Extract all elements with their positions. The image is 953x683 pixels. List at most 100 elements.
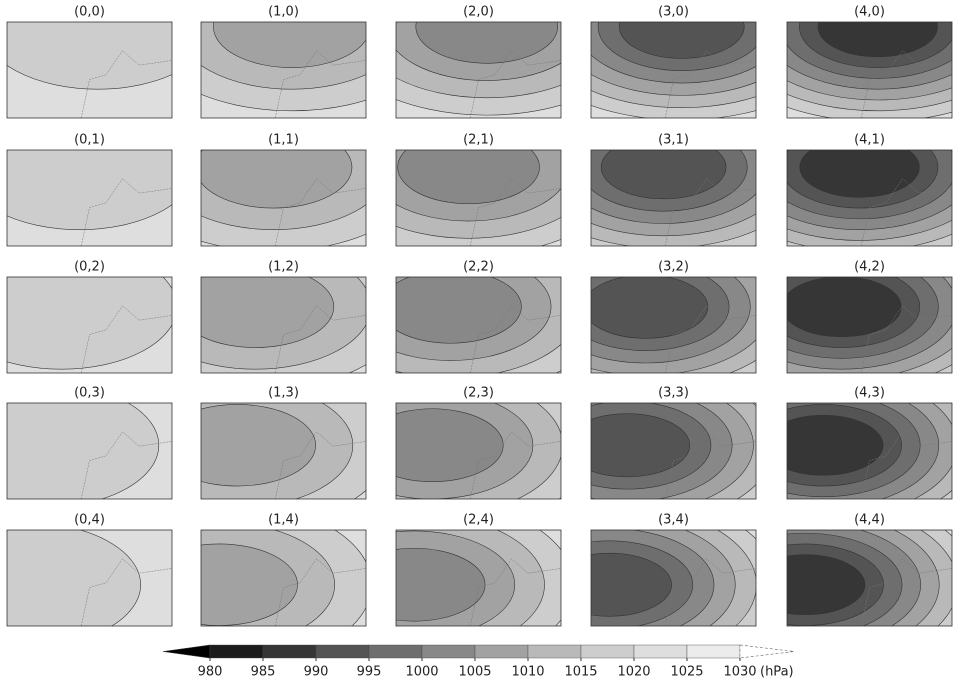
- panel-title: (0,3): [74, 386, 105, 401]
- map: [7, 22, 172, 118]
- panel-title: (0,2): [74, 260, 105, 275]
- map: [201, 530, 366, 626]
- panel-title: (3,2): [658, 260, 689, 275]
- map: [787, 150, 952, 246]
- contour: [7, 277, 172, 370]
- panel-title: (2,1): [463, 133, 494, 148]
- contour: [201, 150, 353, 209]
- colorbar-segment: [527, 644, 582, 659]
- contour: [787, 414, 884, 476]
- map: [396, 530, 561, 626]
- map-frame: [395, 149, 562, 247]
- contour: [817, 22, 938, 58]
- map: [396, 277, 561, 373]
- panel-title: (1,0): [268, 5, 299, 20]
- map-frame: [395, 276, 562, 374]
- panel-title: (2,0): [463, 5, 494, 20]
- map-frame: [786, 21, 953, 119]
- contour: [7, 22, 172, 90]
- contour: [600, 150, 727, 200]
- map: [591, 150, 756, 246]
- contour: [591, 413, 691, 478]
- panel-title: (2,2): [463, 260, 494, 275]
- map-frame: [6, 21, 173, 119]
- panel-title: (3,1): [658, 133, 689, 148]
- colorbar-tick-label: 980: [198, 665, 223, 680]
- map-frame: [395, 529, 562, 627]
- contour: [201, 543, 298, 626]
- colorbar-unit: (hPa): [760, 665, 794, 680]
- map: [591, 530, 756, 626]
- map: [201, 22, 366, 118]
- map-frame: [590, 149, 757, 247]
- colorbar-tick-label: 1015: [564, 665, 597, 680]
- panel-title: (1,4): [268, 513, 299, 528]
- map-frame: [590, 529, 757, 627]
- colorbar-segment: [686, 644, 741, 659]
- map: [7, 530, 172, 626]
- map: [396, 150, 561, 246]
- colorbar-segment: [633, 644, 688, 659]
- map-frame: [786, 529, 953, 627]
- map-frame: [6, 529, 173, 627]
- colorbar-tick-label: 995: [357, 665, 382, 680]
- colorbar-tick-label: 1025: [670, 665, 703, 680]
- map-frame: [786, 149, 953, 247]
- map: [396, 22, 561, 118]
- panel-title: (3,4): [658, 513, 689, 528]
- contour: [7, 530, 141, 626]
- map: [787, 403, 952, 499]
- map-frame: [200, 21, 367, 119]
- contour: [213, 22, 366, 68]
- map-frame: [200, 529, 367, 627]
- map: [396, 403, 561, 499]
- contour: [415, 22, 558, 64]
- map: [201, 150, 366, 246]
- map: [591, 22, 756, 118]
- map-frame: [200, 276, 367, 374]
- contour: [201, 277, 335, 348]
- panel-title: (1,2): [268, 260, 299, 275]
- map-frame: [395, 402, 562, 500]
- map: [7, 150, 172, 246]
- colorbar-tick-label: 1030: [723, 665, 756, 680]
- contour: [201, 404, 316, 487]
- contour: [396, 408, 504, 483]
- map-frame: [590, 402, 757, 500]
- map-frame: [200, 149, 367, 247]
- contour: [799, 150, 920, 198]
- map-frame: [6, 402, 173, 500]
- colorbar-tick-label: 1000: [405, 665, 438, 680]
- colorbar-extension: [162, 644, 211, 659]
- panel-title: (3,3): [658, 386, 689, 401]
- panel-title: (4,2): [854, 260, 885, 275]
- map-frame: [786, 276, 953, 374]
- contour: [396, 547, 486, 622]
- panel-title: (2,4): [463, 513, 494, 528]
- map-frame: [6, 149, 173, 247]
- panel-title: (0,0): [74, 5, 105, 20]
- colorbar-segment: [315, 644, 370, 659]
- panel-title: (4,1): [854, 133, 885, 148]
- map: [201, 403, 366, 499]
- contour: [7, 403, 160, 499]
- colorbar-extension: [739, 644, 795, 659]
- map: [787, 22, 952, 118]
- colorbar-segment: [580, 644, 635, 659]
- panel-title: (3,0): [658, 5, 689, 20]
- panel-title: (1,3): [268, 386, 299, 401]
- panel-title: (4,4): [854, 513, 885, 528]
- panel-title: (0,4): [74, 513, 105, 528]
- colorbar-segment: [368, 644, 423, 659]
- panel-title: (2,3): [463, 386, 494, 401]
- map-frame: [786, 402, 953, 500]
- contour: [591, 277, 709, 339]
- panel-title: (4,3): [854, 386, 885, 401]
- map: [591, 403, 756, 499]
- map-frame: [200, 402, 367, 500]
- contour: [591, 552, 672, 617]
- map-frame: [590, 276, 757, 374]
- colorbar-tick-label: 1010: [511, 665, 544, 680]
- map-frame: [395, 21, 562, 119]
